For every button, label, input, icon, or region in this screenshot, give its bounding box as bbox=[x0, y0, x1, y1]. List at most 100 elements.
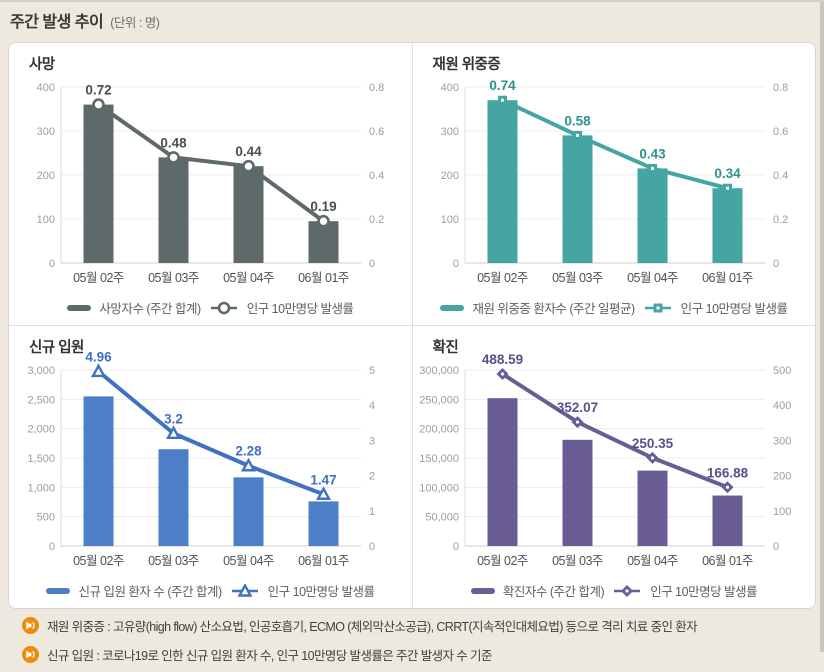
page-unit-label: (단위 : 명) bbox=[110, 16, 160, 30]
chart-legend-new-admissions: 신규 입원 환자 수 (주간 합계) 인구 10만명당 발생률 bbox=[9, 581, 412, 600]
legend-line-swatch bbox=[210, 301, 237, 314]
right-axis-tick-label: 0.8 bbox=[773, 82, 788, 94]
bar bbox=[233, 166, 264, 263]
value-label: 0.74 bbox=[489, 78, 516, 93]
right-axis-tick-label: 0 bbox=[773, 258, 779, 270]
legend-line-swatch bbox=[644, 303, 671, 312]
right-axis-tick-label: 100 bbox=[773, 506, 791, 518]
chart-canvas-severe: 0 100 200 300 400 0 0.2 0.4 0.6 0.8 05월 02주 05월 03주… bbox=[413, 75, 816, 289]
bar bbox=[83, 104, 114, 263]
bar bbox=[712, 188, 742, 263]
left-axis-tick-label: 100 bbox=[37, 214, 55, 226]
marker-diamond-center bbox=[625, 588, 629, 593]
left-axis-tick-label: 200 bbox=[440, 170, 458, 182]
legend-bar-label: 재원 위중증 환자수 (주간 일평균) bbox=[472, 302, 635, 316]
value-label: 0.72 bbox=[85, 83, 111, 98]
left-axis-tick-label: 100 bbox=[440, 214, 458, 226]
chart-title-new-admissions: 신규 입원 bbox=[29, 340, 84, 356]
chart-title-confirmed: 확진 bbox=[432, 340, 459, 356]
right-axis-tick-label: 5 bbox=[369, 365, 375, 377]
category-label: 05월 03주 bbox=[148, 271, 199, 285]
category-label: 05월 02주 bbox=[73, 554, 124, 568]
left-axis-tick-label: 2,000 bbox=[27, 424, 55, 436]
value-label: 0.48 bbox=[160, 135, 187, 150]
marker-diamond-center bbox=[650, 456, 654, 460]
category-label: 05월 02주 bbox=[477, 271, 528, 285]
marker-square-center bbox=[656, 306, 660, 309]
value-label: 2.28 bbox=[235, 444, 262, 459]
value-label: 1.47 bbox=[310, 472, 336, 487]
left-axis-tick-label: 0 bbox=[49, 258, 55, 270]
left-axis-tick-label: 200,000 bbox=[419, 424, 459, 436]
right-axis-tick-label: 200 bbox=[773, 471, 791, 483]
category-label: 06월 01주 bbox=[298, 554, 349, 568]
left-axis-tick-label: 0 bbox=[452, 541, 458, 553]
bar bbox=[562, 135, 592, 263]
right-axis-tick-label: 0.8 bbox=[369, 82, 384, 94]
bar bbox=[308, 501, 339, 546]
right-axis-tick-label: 400 bbox=[773, 400, 791, 412]
marker-square-center bbox=[725, 186, 729, 190]
right-axis-tick-label: 0.6 bbox=[773, 126, 788, 138]
left-axis-tick-label: 1,500 bbox=[27, 453, 55, 465]
bar bbox=[637, 168, 667, 263]
legend-line-label: 인구 10만명당 발생률 bbox=[267, 585, 375, 599]
chart-legend-severe: 재원 위중증 환자수 (주간 일평균) 인구 10만명당 발생률 bbox=[413, 298, 816, 317]
chart-cell-deaths: 사망 0 100 200 300 400 0 0.2 0.4 0.6 0.8 05월 02주 05월 … bbox=[9, 43, 412, 325]
left-axis-tick-label: 250,000 bbox=[419, 394, 459, 406]
bar bbox=[487, 100, 517, 263]
marker-square-center bbox=[500, 98, 504, 102]
right-axis-tick-label: 0.4 bbox=[369, 170, 384, 182]
marker-circle bbox=[317, 214, 330, 228]
footnote-severe-definition: 재원 위중증 : 고유량(high flow) 산소요법, 인공호흡기, ECM… bbox=[22, 614, 802, 636]
category-label: 05월 04주 bbox=[627, 554, 678, 568]
value-label: 250.35 bbox=[631, 436, 673, 451]
legend-bar-swatch bbox=[46, 587, 71, 594]
left-axis-tick-label: 300,000 bbox=[419, 365, 459, 377]
marker-circle bbox=[242, 159, 255, 173]
right-axis-tick-label: 3 bbox=[369, 435, 375, 447]
legend-line-label: 인구 10만명당 발생률 bbox=[680, 302, 788, 316]
bar bbox=[487, 398, 517, 546]
chart-title-severe: 재원 위중증 bbox=[432, 57, 501, 73]
legend-line-swatch bbox=[614, 584, 641, 597]
value-label: 0.19 bbox=[310, 199, 336, 214]
legend-line-label: 인구 10만명당 발생률 bbox=[650, 585, 758, 599]
value-label: 0.34 bbox=[714, 166, 741, 181]
trend-line bbox=[96, 102, 326, 224]
category-label: 06월 01주 bbox=[702, 271, 753, 285]
right-axis-tick-label: 0 bbox=[369, 258, 375, 270]
legend-bar-swatch bbox=[470, 587, 495, 594]
right-axis-tick-label: 0.4 bbox=[773, 170, 788, 182]
chart-canvas-confirmed: 0 50,000 100,000 150,000 200,000 250,000 300,0… bbox=[413, 352, 816, 572]
marker-triangle bbox=[315, 486, 332, 500]
left-axis-tick-label: 0 bbox=[452, 258, 458, 270]
page-title: 주간 발생 추이 bbox=[10, 14, 104, 31]
value-label: 3.2 bbox=[164, 411, 183, 426]
chart-plot: 0 50,000 100,000 150,000 200,000 250,000 300,0… bbox=[419, 352, 791, 568]
speaker-icon bbox=[22, 616, 39, 634]
chart-plot: 0 500 1,000 1,500 2,000 2,500 3,000 0 1 2 3 4 5 05월 0… bbox=[27, 349, 375, 568]
legend-line-label: 인구 10만명당 발생률 bbox=[246, 302, 354, 316]
value-label: 166.88 bbox=[706, 465, 748, 480]
marker-triangle bbox=[90, 363, 107, 378]
value-label: 0.58 bbox=[564, 113, 591, 128]
chart-canvas-new-admissions: 0 500 1,000 1,500 2,000 2,500 3,000 0 1 2 3 4 5 05월 0… bbox=[9, 349, 412, 572]
marker-diamond-center bbox=[725, 485, 729, 489]
legend-bar-label: 확진자수 (주간 합계) bbox=[502, 585, 605, 599]
chart-legend-deaths: 사망자수 (주간 합계) 인구 10만명당 발생률 bbox=[9, 298, 412, 317]
category-label: 05월 04주 bbox=[223, 554, 274, 568]
right-axis-tick-label: 0 bbox=[773, 541, 779, 553]
category-label: 06월 01주 bbox=[702, 554, 753, 568]
right-axis-tick-label: 0 bbox=[369, 541, 375, 553]
left-axis-tick-label: 300 bbox=[440, 126, 458, 138]
chart-canvas-deaths: 0 100 200 300 400 0 0.2 0.4 0.6 0.8 05월 02주 05월 03주… bbox=[9, 75, 412, 289]
category-label: 05월 03주 bbox=[552, 271, 603, 285]
marker-diamond-center bbox=[575, 420, 579, 424]
footnote-text: 신규 입원 : 코로나19로 인한 신규 입원 환자 수, 인구 10만명당 발… bbox=[47, 648, 492, 663]
left-axis-tick-label: 2,500 bbox=[27, 394, 55, 406]
marker-diamond-center bbox=[500, 372, 504, 376]
legend-bar-label: 신규 입원 환자 수 (주간 합계) bbox=[78, 585, 222, 599]
bar bbox=[233, 477, 264, 546]
marker-circle bbox=[92, 98, 105, 111]
